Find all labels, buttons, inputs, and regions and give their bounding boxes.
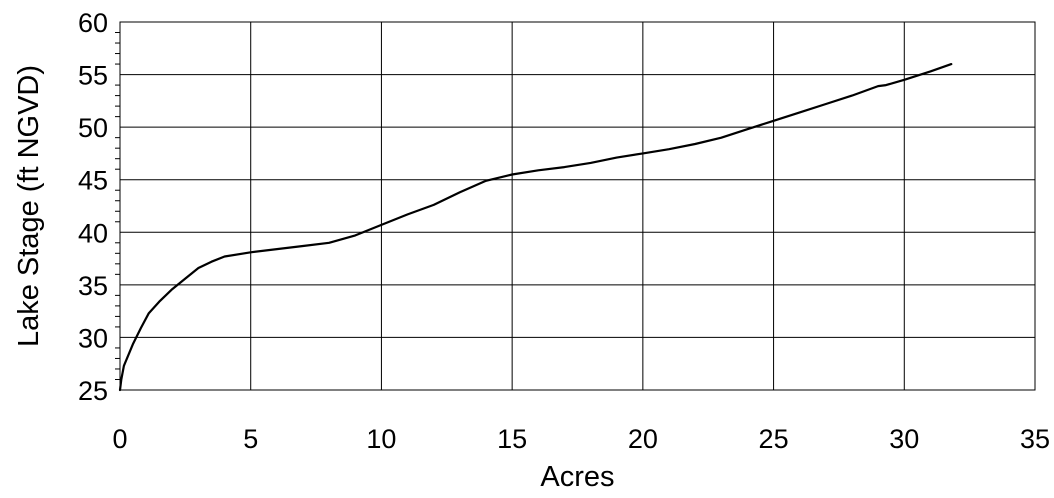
x-tick-label: 5 — [243, 424, 258, 454]
y-tick-labels: 25 30 35 40 45 50 55 60 — [78, 8, 108, 406]
x-tick-label: 25 — [759, 424, 789, 454]
x-tick-label: 15 — [497, 424, 527, 454]
y-axis-title: Lake Stage (ft NGVD) — [13, 65, 45, 347]
y-tick-label: 40 — [78, 218, 108, 248]
y-minor-ticks — [115, 32, 120, 380]
y-tick-label: 25 — [78, 376, 108, 406]
y-tick-label: 30 — [78, 323, 108, 353]
series-group — [118, 62, 953, 392]
y-tick-label: 45 — [78, 166, 108, 196]
y-tick-label: 35 — [78, 271, 108, 301]
x-tick-label: 30 — [889, 424, 919, 454]
x-tick-label: 0 — [112, 424, 127, 454]
y-tick-label: 55 — [78, 61, 108, 91]
x-tick-label: 20 — [628, 424, 658, 454]
x-tick-label: 10 — [366, 424, 396, 454]
x-tick-labels: 0 5 10 15 20 25 30 35 — [112, 424, 1050, 454]
series-line — [118, 62, 953, 392]
plot-area-frame — [119, 21, 1036, 391]
y-tick-label: 50 — [78, 113, 108, 143]
x-tick-label: 35 — [1020, 424, 1050, 454]
y-tick-label: 60 — [78, 8, 108, 38]
x-axis-title: Acres — [540, 461, 614, 493]
gridlines — [120, 22, 1035, 390]
